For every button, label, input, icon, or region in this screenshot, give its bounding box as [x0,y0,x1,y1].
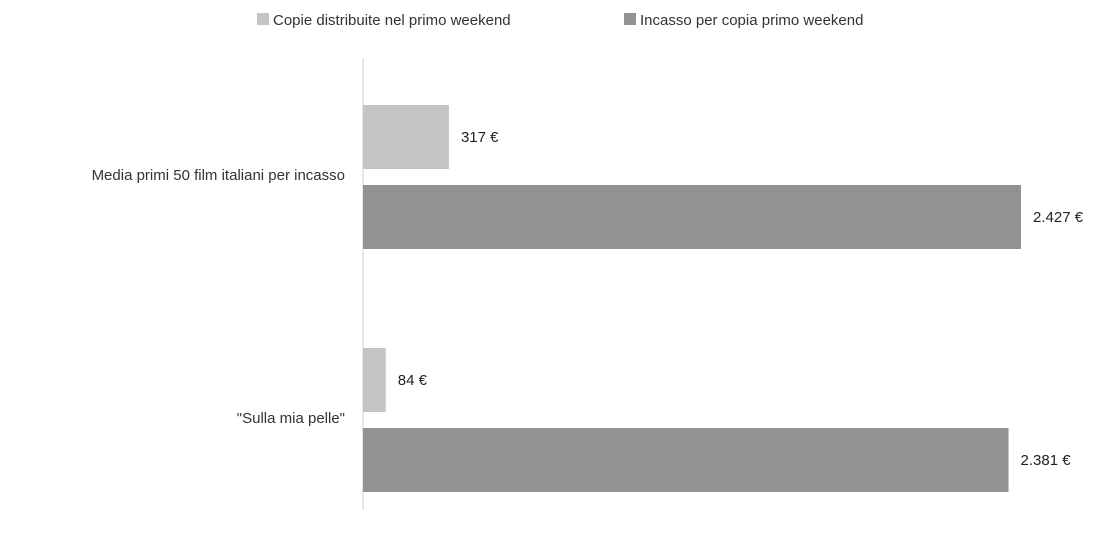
data-labels-group: 317 € 2.427 € 84 € 2.381 € [398,129,1084,469]
bars-group [363,105,1021,492]
data-label-copie-1: 84 € [398,372,428,389]
legend-label-copie: Copie distribuite nel primo weekend [273,12,511,29]
data-label-copie-0: 317 € [461,129,499,146]
bar-copie-0 [363,105,449,169]
data-label-incasso-1: 2.381 € [1021,452,1072,469]
legend-swatch-incasso [624,13,636,25]
legend: Copie distribuite nel primo weekend Inca… [257,12,863,29]
data-label-incasso-0: 2.427 € [1033,209,1084,226]
bar-incasso-0 [363,185,1021,249]
legend-label-incasso: Incasso per copia primo weekend [640,12,863,29]
bar-incasso-1 [363,428,1009,492]
category-label-sulla-mia-pelle: "Sulla mia pelle" [237,410,345,427]
category-label-media-50: Media primi 50 film italiani per incasso [92,167,345,184]
legend-swatch-copie [257,13,269,25]
bar-copie-1 [363,348,386,412]
